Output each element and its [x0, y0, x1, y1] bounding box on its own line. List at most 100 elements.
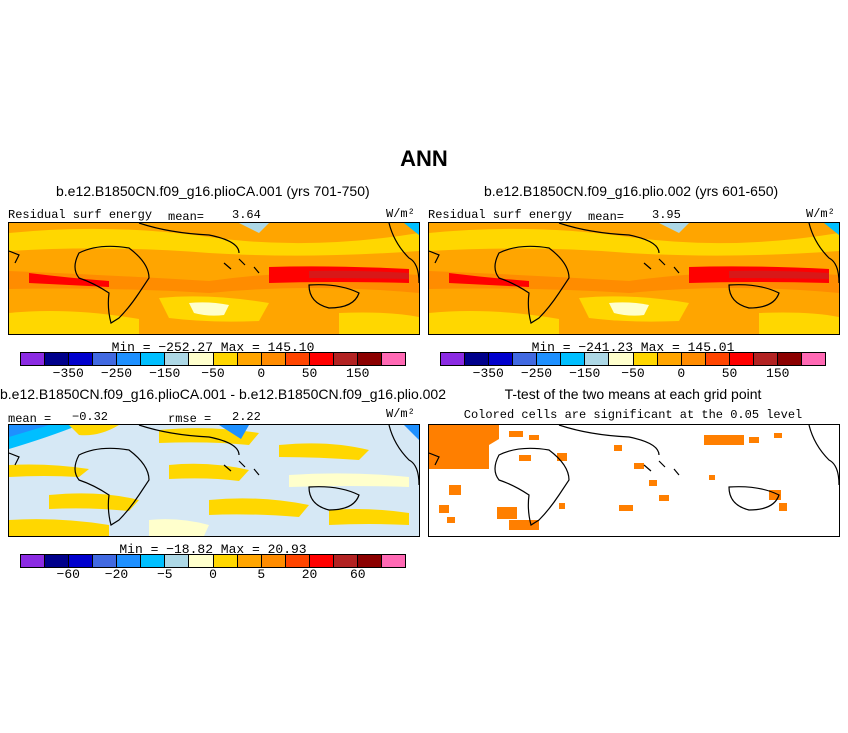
colorbar-swatch-11: [705, 353, 730, 365]
case1-map: [8, 222, 420, 335]
colorbar-tick-label: −250: [100, 366, 133, 381]
colorbar-tick-label: 150: [346, 366, 370, 381]
colorbar-swatch-0: [21, 353, 46, 365]
case2-minmax: Min = −241.23 Max = 145.01: [531, 340, 735, 355]
colorbar-swatch-15: [801, 353, 825, 365]
colorbar-tick-label: 0: [677, 366, 686, 381]
difference-colorbar-swatches: [20, 554, 406, 568]
ttest-map-field: [429, 425, 839, 536]
difference-rmse-label: rmse =: [168, 412, 212, 426]
case2-colorbar: [440, 352, 826, 366]
difference-title: b.e12.B1850CN.f09_g16.plioCA.001 - b.e12…: [0, 386, 446, 402]
colorbar-swatch-7: [189, 555, 214, 567]
case1-units: W/m²: [386, 207, 415, 221]
colorbar-swatch-8: [213, 555, 238, 567]
figure-title: ANN: [400, 146, 448, 171]
colorbar-swatch-15: [381, 555, 405, 567]
colorbar-swatch-3: [93, 353, 118, 365]
colorbar-swatch-5: [141, 353, 166, 365]
difference-colorbar: [20, 554, 406, 568]
colorbar-swatch-13: [753, 353, 778, 365]
colorbar-swatch-5: [141, 555, 166, 567]
case1-colorbar-ticks: −350 −250 −150 −50 0 50 150: [20, 366, 406, 382]
colorbar-swatch-11: [285, 555, 310, 567]
colorbar-swatch-0: [441, 353, 466, 365]
colorbar-tick-label: 5: [257, 567, 266, 582]
colorbar-swatch-9: [657, 353, 682, 365]
colorbar-swatch-1: [45, 555, 70, 567]
colorbar-swatch-0: [21, 555, 46, 567]
colorbar-swatch-8: [633, 353, 658, 365]
colorbar-swatch-1: [465, 353, 490, 365]
case1-map-field: [9, 223, 419, 334]
colorbar-swatch-3: [513, 353, 538, 365]
colorbar-swatch-12: [309, 555, 334, 567]
colorbar-tick-label: 60: [349, 567, 366, 582]
colorbar-swatch-10: [261, 353, 286, 365]
colorbar-swatch-4: [537, 353, 562, 365]
case1-mean-value: 3.64: [232, 208, 261, 222]
colorbar-tick-label: −350: [52, 366, 84, 381]
colorbar-tick-label: −20: [104, 567, 129, 582]
case2-colorbar-ticks: −350 −250 −150 −50 0 50 150: [440, 366, 826, 382]
difference-units: W/m²: [386, 407, 415, 421]
colorbar-tick-label: −250: [520, 366, 553, 381]
colorbar-tick-label: −150: [149, 366, 181, 381]
colorbar-tick-label: −60: [56, 567, 80, 582]
colorbar-swatch-2: [489, 353, 514, 365]
colorbar-swatch-14: [357, 353, 382, 365]
colorbar-swatch-7: [609, 353, 634, 365]
colorbar-tick-label: −50: [201, 366, 225, 381]
colorbar-swatch-3: [93, 555, 118, 567]
difference-map: [8, 424, 420, 537]
case2-mean-value: 3.95: [652, 208, 681, 222]
ttest-title: T-test of the two means at each grid poi…: [504, 386, 762, 402]
colorbar-swatch-12: [729, 353, 754, 365]
colorbar-swatch-13: [333, 353, 358, 365]
colorbar-swatch-14: [777, 353, 802, 365]
case1-title: b.e12.B1850CN.f09_g16.plioCA.001 (yrs 70…: [56, 183, 370, 199]
colorbar-swatch-2: [69, 555, 94, 567]
case2-map-field: [429, 223, 839, 334]
ttest-map: [428, 424, 840, 537]
colorbar-tick-label: 20: [301, 567, 318, 582]
difference-rmse-value: 2.22: [232, 410, 261, 424]
case1-colorbar-swatches: [20, 352, 406, 366]
colorbar-swatch-2: [69, 353, 94, 365]
colorbar-swatch-12: [309, 353, 334, 365]
case1-variable-label: Residual surf energy: [8, 208, 153, 222]
colorbar-tick-label: 0: [209, 567, 217, 582]
case2-variable-label: Residual surf energy: [428, 208, 573, 222]
colorbar-tick-label: −350: [472, 366, 504, 381]
colorbar-swatch-14: [357, 555, 382, 567]
case2-title: b.e12.B1850CN.f09_g16.plio.002 (yrs 601-…: [484, 183, 779, 199]
case2-colorbar-swatches: [440, 352, 826, 366]
colorbar-tick-label: −50: [621, 366, 645, 381]
colorbar-swatch-10: [261, 555, 286, 567]
colorbar-swatch-9: [237, 353, 262, 365]
case1-colorbar: [20, 352, 406, 366]
difference-mean-value: −0.32: [72, 410, 109, 424]
colorbar-swatch-15: [381, 353, 405, 365]
difference-mean-label: mean =: [8, 412, 52, 426]
ttest-subtitle: Colored cells are significant at the 0.0…: [463, 408, 803, 422]
colorbar-swatch-4: [117, 353, 142, 365]
case1-minmax: Min = −252.27 Max = 145.10: [111, 340, 315, 355]
colorbar-swatch-4: [117, 555, 142, 567]
colorbar-swatch-10: [681, 353, 706, 365]
colorbar-tick-label: 50: [301, 366, 318, 381]
colorbar-swatch-9: [237, 555, 262, 567]
colorbar-tick-label: 50: [721, 366, 738, 381]
colorbar-swatch-5: [561, 353, 586, 365]
case2-mean-label: mean=: [588, 210, 625, 224]
colorbar-swatch-7: [189, 353, 214, 365]
colorbar-swatch-6: [585, 353, 610, 365]
colorbar-swatch-8: [213, 353, 238, 365]
case2-map: [428, 222, 840, 335]
case2-units: W/m²: [806, 207, 835, 221]
colorbar-tick-label: −150: [569, 366, 601, 381]
colorbar-tick-label: −5: [156, 567, 173, 582]
colorbar-swatch-1: [45, 353, 70, 365]
difference-minmax: Min = −18.82 Max = 20.93: [119, 542, 307, 557]
colorbar-tick-label: 0: [257, 366, 266, 381]
